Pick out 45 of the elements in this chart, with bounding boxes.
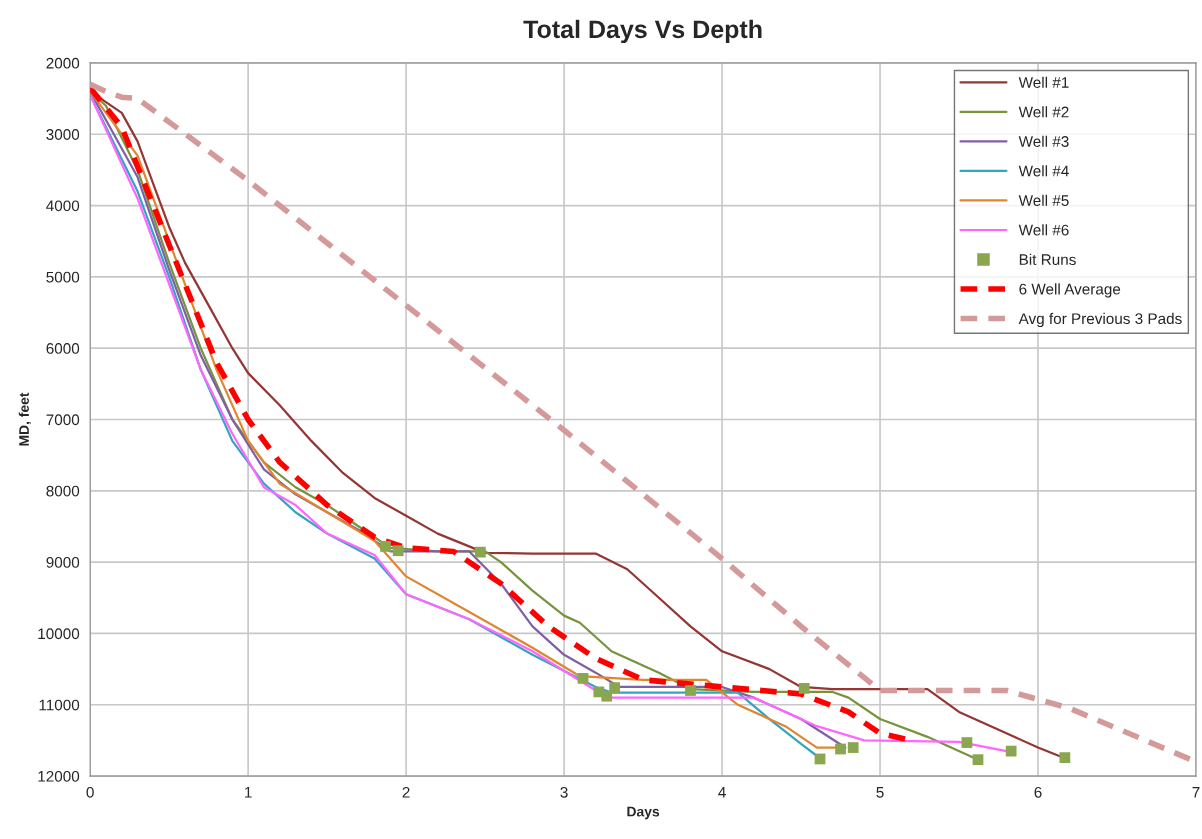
y-tick-label: 4000 xyxy=(46,200,80,212)
legend-label: Well #5 xyxy=(1018,194,1069,206)
point xyxy=(577,672,589,684)
y-tick-label: 6000 xyxy=(46,343,80,354)
y-tick-label: 5000 xyxy=(46,271,80,283)
legend-label: 6 Well Average xyxy=(1019,283,1121,298)
point xyxy=(972,754,984,766)
x-tick-label: 5 xyxy=(876,787,884,798)
point xyxy=(474,546,486,558)
legend-label: Well #1 xyxy=(1018,76,1069,88)
x-axis-title: Days xyxy=(627,806,660,820)
x-tick-label: 3 xyxy=(560,786,568,798)
legend-label: Well #2 xyxy=(1018,106,1069,118)
point xyxy=(609,682,621,694)
point xyxy=(1059,752,1071,763)
y-tick-label: 12000 xyxy=(38,770,80,782)
point xyxy=(1005,745,1017,757)
point xyxy=(392,545,404,557)
point xyxy=(380,541,391,552)
y-tick-label: 2000 xyxy=(46,57,80,69)
x-tick-label: 2 xyxy=(402,786,410,798)
legend-label: Well #3 xyxy=(1018,135,1069,147)
legend-label: Well #6 xyxy=(1018,224,1069,236)
point xyxy=(685,685,696,696)
y-tick-label: 3000 xyxy=(46,129,80,140)
y-tick-label: 7000 xyxy=(46,414,80,426)
legend-label: Avg for Previous 3 Pads xyxy=(1018,312,1182,328)
x-tick-label: 4 xyxy=(718,787,726,798)
y-tick-label: 10000 xyxy=(38,628,80,640)
legend-label: Well #4 xyxy=(1018,165,1069,177)
y-tick-label: 8000 xyxy=(46,485,80,497)
point xyxy=(798,682,810,694)
chart-title: Total Days Vs Depth xyxy=(523,19,762,44)
y-axis-title: MD, feet xyxy=(18,392,31,446)
x-tick-label: 7 xyxy=(1192,787,1200,798)
x-tick-label: 0 xyxy=(86,786,94,798)
point xyxy=(601,690,613,702)
point xyxy=(835,743,846,755)
point xyxy=(961,737,973,748)
x-tick-label: 1 xyxy=(245,787,252,798)
point xyxy=(847,742,859,753)
y-tick-label: 11000 xyxy=(39,699,80,711)
legend-label: Bit Runs xyxy=(1019,253,1076,266)
x-tick-label: 6 xyxy=(1034,786,1042,798)
y-tick-label: 9000 xyxy=(46,557,80,568)
